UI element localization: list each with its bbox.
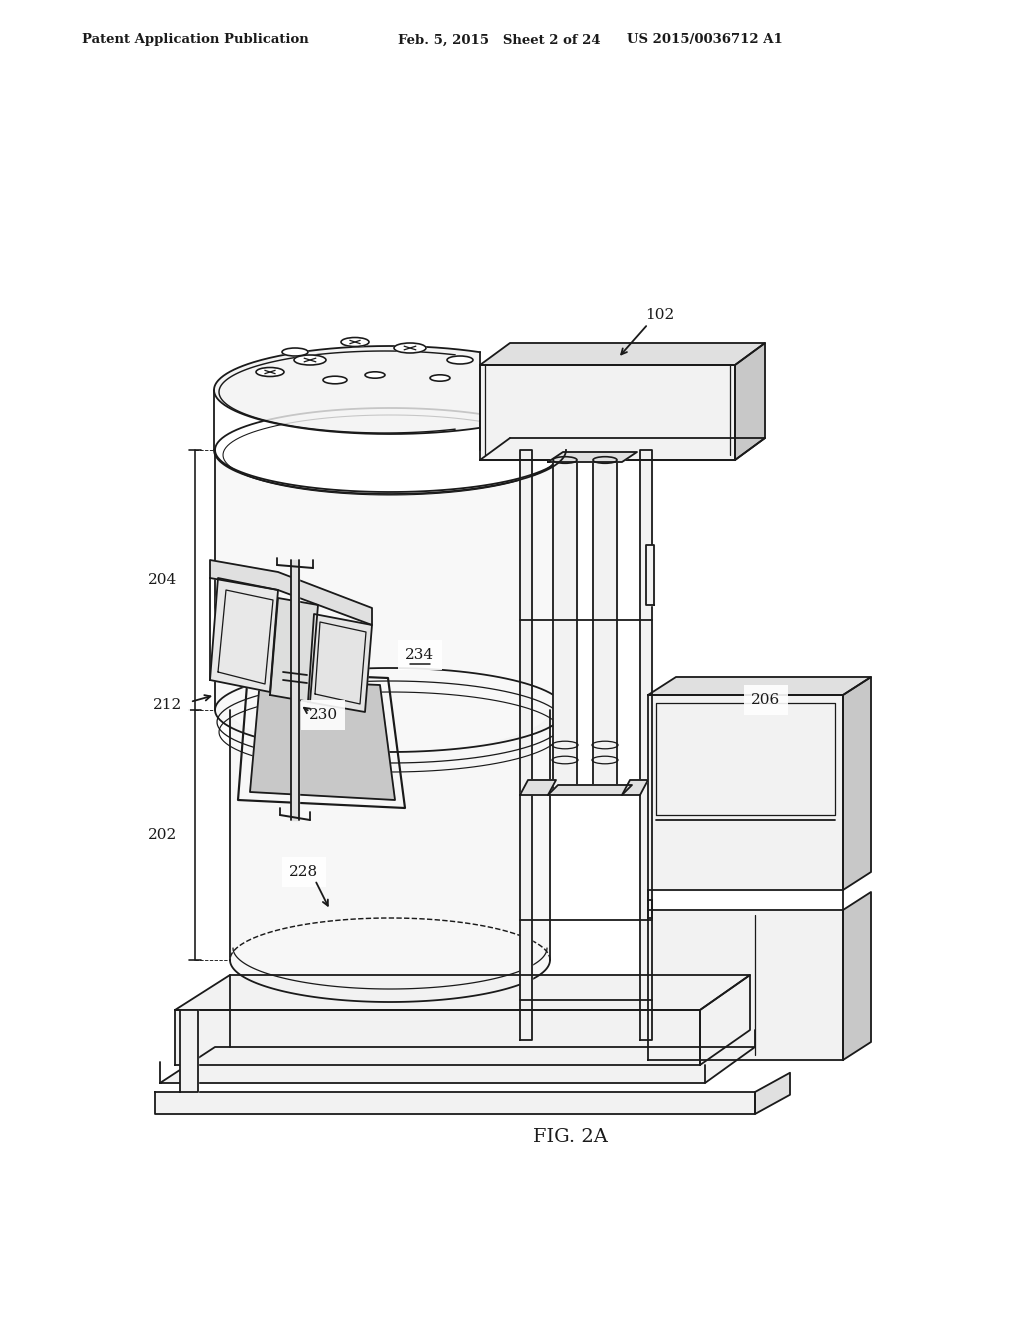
Polygon shape [214, 346, 480, 434]
Polygon shape [700, 975, 750, 1065]
Text: Patent Application Publication: Patent Application Publication [82, 33, 309, 46]
Text: 202: 202 [148, 828, 177, 842]
Ellipse shape [593, 457, 617, 463]
Text: Feb. 5, 2015   Sheet 2 of 24: Feb. 5, 2015 Sheet 2 of 24 [398, 33, 601, 46]
Ellipse shape [430, 375, 450, 381]
Polygon shape [215, 450, 565, 752]
Text: 204: 204 [148, 573, 177, 587]
Ellipse shape [294, 355, 326, 366]
Polygon shape [548, 785, 632, 795]
Ellipse shape [553, 457, 577, 463]
Polygon shape [230, 710, 550, 1002]
Ellipse shape [282, 348, 308, 356]
Text: 234: 234 [406, 648, 434, 663]
Ellipse shape [447, 356, 473, 364]
Text: 206: 206 [752, 693, 780, 708]
Text: 102: 102 [645, 308, 675, 322]
Polygon shape [210, 560, 372, 624]
Ellipse shape [256, 367, 284, 376]
Polygon shape [622, 780, 648, 795]
Polygon shape [648, 696, 843, 890]
Polygon shape [593, 459, 617, 789]
Polygon shape [480, 366, 735, 459]
Polygon shape [520, 450, 532, 1040]
Polygon shape [640, 450, 652, 1040]
Polygon shape [735, 343, 765, 459]
Polygon shape [155, 1092, 755, 1114]
Text: 228: 228 [290, 865, 318, 879]
Polygon shape [553, 459, 577, 789]
Polygon shape [291, 560, 299, 820]
Polygon shape [210, 578, 278, 692]
Polygon shape [843, 892, 871, 1060]
Ellipse shape [323, 376, 347, 384]
Polygon shape [250, 680, 395, 800]
Polygon shape [843, 677, 871, 890]
Ellipse shape [341, 338, 369, 346]
Polygon shape [175, 1010, 700, 1065]
Polygon shape [548, 451, 637, 462]
Polygon shape [755, 1073, 790, 1114]
Polygon shape [648, 677, 871, 696]
Polygon shape [308, 614, 372, 711]
Ellipse shape [394, 343, 426, 352]
Polygon shape [180, 1010, 198, 1092]
Polygon shape [480, 343, 765, 366]
Polygon shape [270, 598, 318, 702]
Ellipse shape [365, 372, 385, 379]
Polygon shape [520, 780, 556, 795]
Text: 230: 230 [308, 708, 338, 722]
Text: 212: 212 [154, 698, 182, 711]
Polygon shape [646, 545, 654, 605]
Text: US 2015/0036712 A1: US 2015/0036712 A1 [627, 33, 782, 46]
Polygon shape [175, 975, 750, 1010]
Polygon shape [160, 1047, 755, 1082]
Text: FIG. 2A: FIG. 2A [532, 1129, 607, 1146]
Polygon shape [648, 909, 843, 1060]
